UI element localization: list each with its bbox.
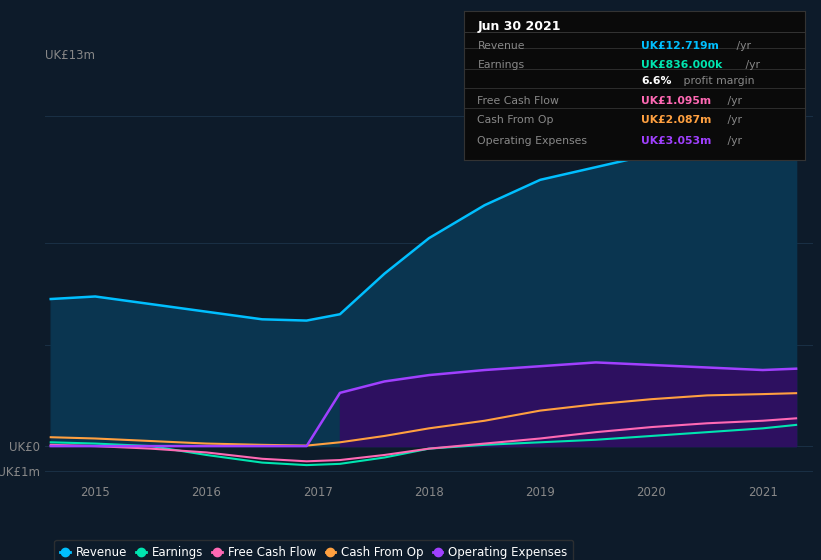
Text: UK£13m: UK£13m <box>45 49 95 62</box>
Text: UK£1.095m: UK£1.095m <box>641 96 711 106</box>
Text: UK£2.087m: UK£2.087m <box>641 115 712 125</box>
Text: profit margin: profit margin <box>680 77 754 86</box>
Text: /yr: /yr <box>742 60 760 70</box>
Text: Jun 30 2021: Jun 30 2021 <box>478 20 561 33</box>
Legend: Revenue, Earnings, Free Cash Flow, Cash From Op, Operating Expenses: Revenue, Earnings, Free Cash Flow, Cash … <box>54 540 573 560</box>
Text: /yr: /yr <box>724 136 742 146</box>
Text: Operating Expenses: Operating Expenses <box>478 136 588 146</box>
Text: UK£12.719m: UK£12.719m <box>641 41 719 51</box>
Text: Free Cash Flow: Free Cash Flow <box>478 96 559 106</box>
Text: /yr: /yr <box>733 41 751 51</box>
Text: Revenue: Revenue <box>478 41 525 51</box>
Text: UK£3.053m: UK£3.053m <box>641 136 712 146</box>
Text: /yr: /yr <box>724 96 742 106</box>
Text: UK£836.000k: UK£836.000k <box>641 60 722 70</box>
Text: Cash From Op: Cash From Op <box>478 115 554 125</box>
Text: /yr: /yr <box>724 115 742 125</box>
Text: 6.6%: 6.6% <box>641 77 672 86</box>
Text: Earnings: Earnings <box>478 60 525 70</box>
